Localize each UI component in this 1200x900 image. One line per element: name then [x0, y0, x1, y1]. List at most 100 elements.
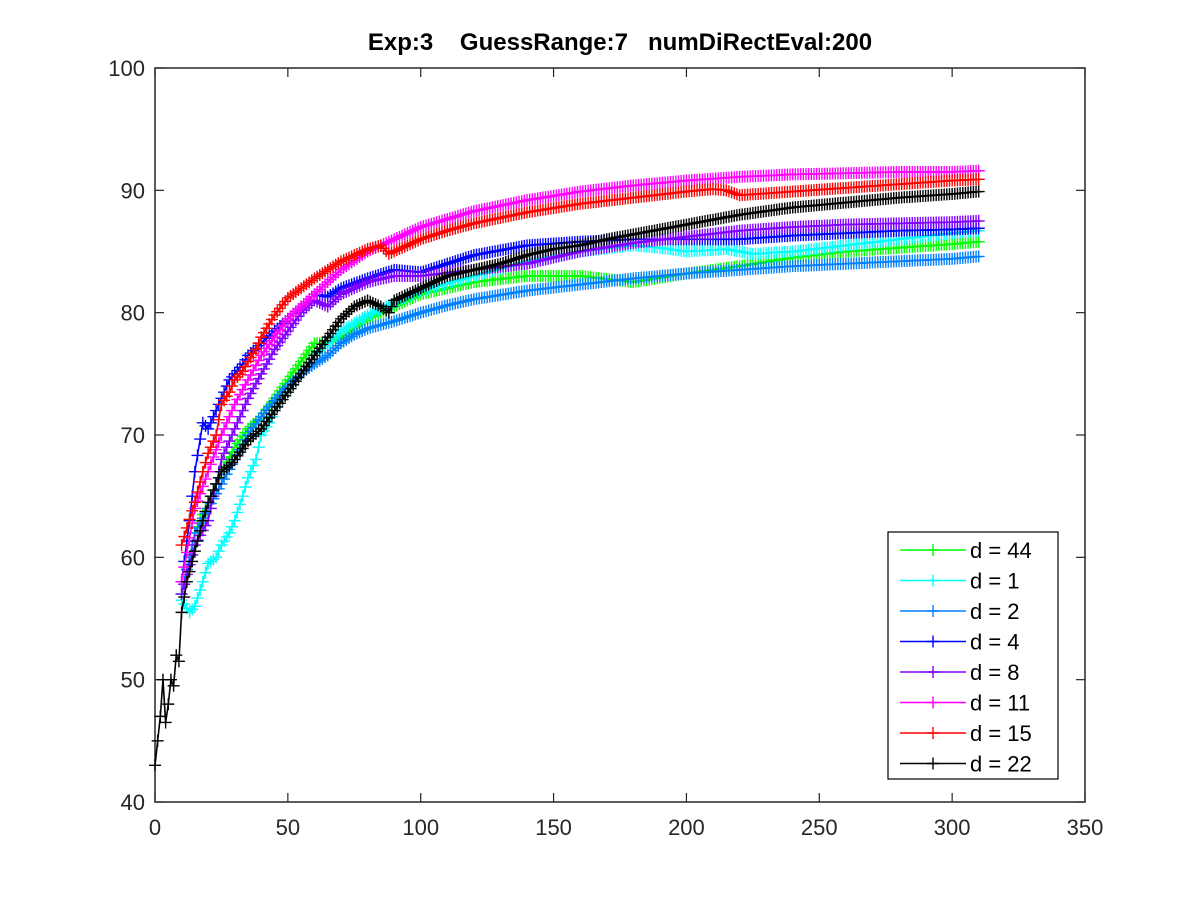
series-7	[149, 185, 985, 772]
y-tick-label: 40	[121, 790, 145, 815]
data-point	[223, 386, 236, 399]
data-point	[457, 252, 470, 265]
data-point	[725, 186, 738, 199]
data-point	[311, 285, 324, 298]
data-point	[454, 209, 467, 222]
data-point	[194, 433, 207, 446]
data-point	[404, 310, 417, 323]
data-point	[350, 280, 363, 293]
legend-label: d = 15	[970, 721, 1032, 746]
data-point	[369, 240, 382, 253]
legend-item: d = 4	[900, 630, 1020, 655]
data-point	[428, 228, 440, 241]
data-point	[513, 251, 526, 264]
legend: d = 44 d = 1 d = 2 d = 4 d = 8 d = 11 d = 15 d …	[887, 531, 1059, 780]
legend-marker	[927, 544, 939, 556]
legend-marker	[927, 696, 939, 709]
data-point	[329, 342, 342, 355]
data-point	[223, 526, 236, 539]
data-point	[313, 296, 326, 309]
data-point	[204, 490, 217, 503]
data-point	[226, 380, 239, 393]
data-point	[451, 254, 464, 267]
legend-marker	[927, 757, 939, 770]
data-point	[319, 299, 332, 312]
data-point	[180, 575, 193, 588]
data-point	[223, 459, 236, 472]
data-point	[231, 393, 244, 406]
data-point	[172, 655, 185, 668]
data-point	[188, 496, 201, 509]
data-point	[457, 220, 470, 233]
data-point	[449, 222, 462, 235]
data-point	[236, 383, 249, 396]
data-point	[388, 315, 401, 328]
data-point	[154, 710, 167, 723]
series-layer	[149, 164, 985, 772]
data-point	[196, 575, 209, 588]
data-point	[451, 221, 464, 234]
data-point	[199, 505, 212, 518]
data-point	[167, 679, 180, 692]
legend-label: d = 2	[970, 599, 1020, 624]
data-point	[451, 209, 464, 222]
data-point	[242, 435, 254, 448]
y-tick-label: 70	[121, 423, 145, 448]
data-point	[247, 382, 260, 395]
data-point	[223, 435, 236, 448]
data-point	[284, 310, 297, 323]
data-point	[425, 217, 438, 230]
data-point	[340, 307, 353, 320]
data-point	[196, 465, 209, 478]
data-point	[231, 506, 244, 519]
data-point	[335, 325, 347, 338]
data-point	[382, 306, 395, 319]
data-point	[364, 242, 377, 255]
data-point	[720, 184, 733, 197]
data-point	[494, 257, 507, 270]
y-tick-label: 90	[121, 178, 145, 203]
data-point	[404, 238, 417, 251]
data-point	[210, 443, 223, 456]
data-point	[188, 600, 201, 613]
data-point	[210, 477, 223, 490]
data-point	[218, 447, 231, 460]
data-point	[446, 223, 459, 236]
data-point	[404, 225, 417, 238]
data-point	[358, 277, 371, 290]
data-point	[345, 250, 358, 263]
data-point	[435, 272, 448, 285]
data-point	[231, 371, 244, 384]
data-point	[388, 233, 401, 246]
data-point	[459, 219, 472, 232]
data-point	[342, 320, 355, 333]
data-point	[390, 244, 403, 257]
x-tick-label: 350	[1067, 815, 1104, 840]
data-point	[300, 295, 313, 308]
data-point	[337, 254, 350, 267]
data-point	[361, 243, 374, 256]
data-point	[337, 287, 350, 300]
data-point	[414, 306, 427, 319]
data-point	[242, 373, 254, 386]
data-point	[972, 185, 985, 198]
data-point	[438, 300, 451, 313]
data-point	[234, 388, 247, 401]
data-point	[220, 441, 233, 454]
data-point	[226, 456, 239, 469]
data-point	[239, 378, 252, 391]
data-point	[409, 223, 422, 236]
data-point	[449, 210, 462, 223]
data-point	[430, 302, 443, 315]
data-point	[186, 603, 199, 616]
data-point	[281, 312, 294, 325]
data-point	[178, 530, 191, 543]
data-point	[972, 173, 985, 186]
y-tick-label: 80	[121, 301, 145, 326]
data-point	[348, 282, 361, 295]
data-point	[497, 256, 510, 269]
data-point	[446, 211, 459, 224]
data-point	[220, 416, 233, 429]
data-point	[443, 212, 456, 225]
data-point	[215, 453, 228, 466]
